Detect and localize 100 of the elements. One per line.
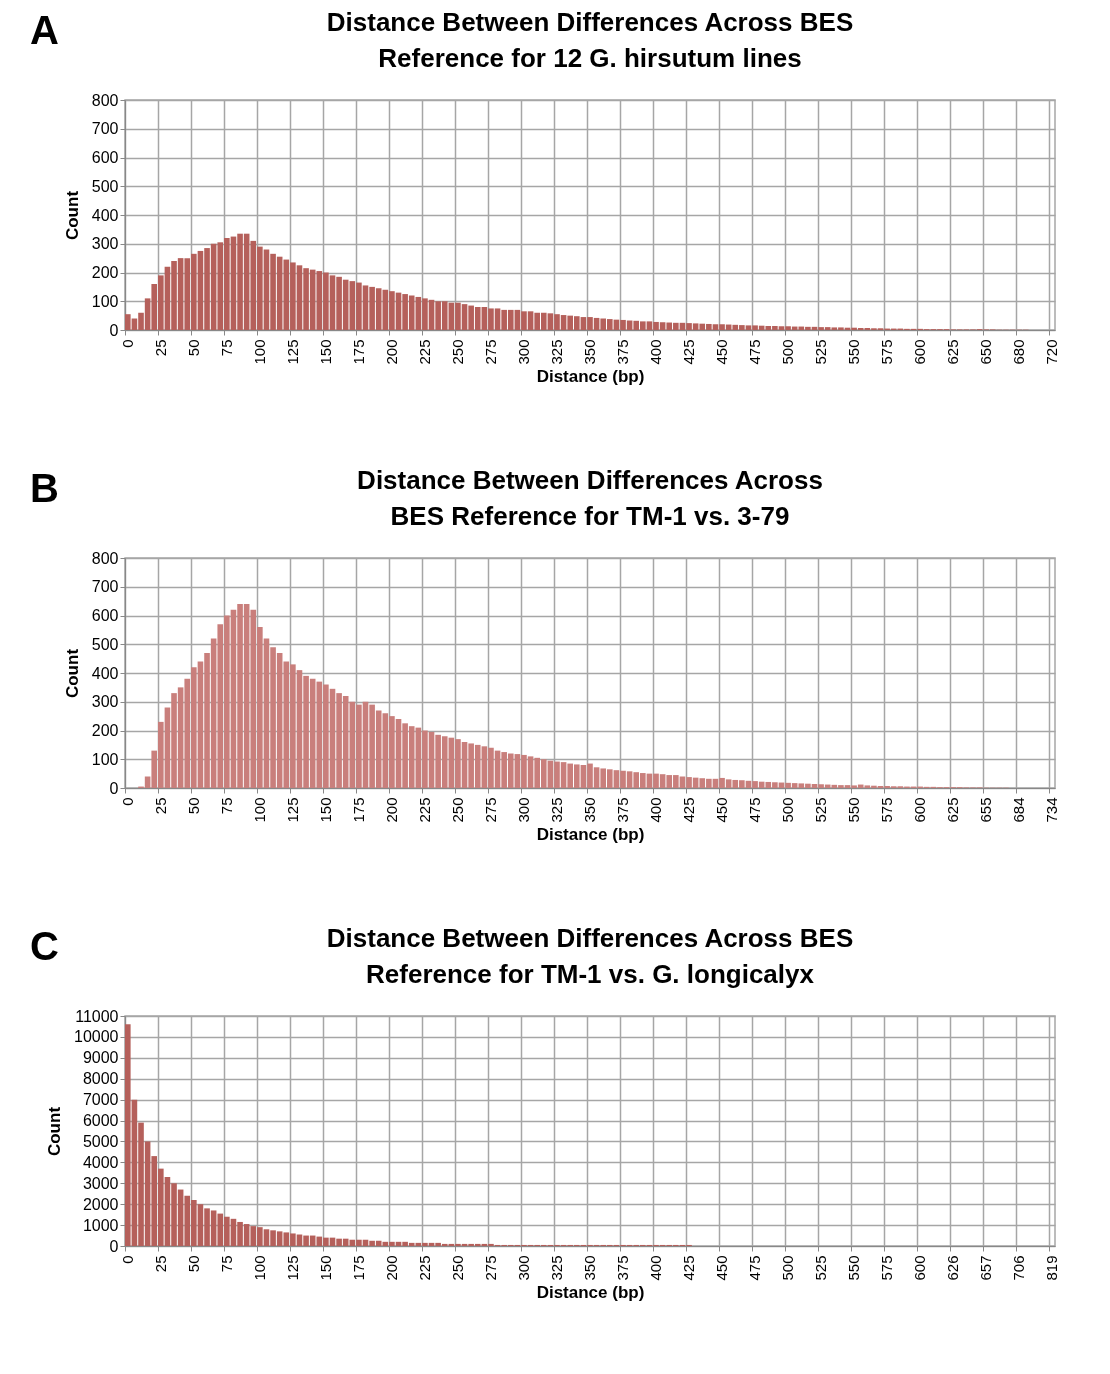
x-tick-label: 400 xyxy=(647,1255,665,1281)
x-tick-label: 375 xyxy=(614,797,632,823)
x-tick-label: 575 xyxy=(878,1255,896,1281)
x-tick-label: 375 xyxy=(614,1255,632,1281)
x-tick-label: 680 xyxy=(1010,339,1028,365)
x-tick-label: 175 xyxy=(349,797,367,823)
x-tick-label: 550 xyxy=(845,797,863,823)
x-tick-label: 375 xyxy=(614,339,632,365)
x-tick-label: 150 xyxy=(316,339,334,365)
x-tick-label: 250 xyxy=(448,797,466,823)
y-tick-label: 11000 xyxy=(75,1007,119,1025)
y-tick-label: 2000 xyxy=(82,1195,119,1213)
x-tick-label: 75 xyxy=(217,1255,235,1273)
x-tick-label: 25 xyxy=(151,797,169,815)
x-tick-label: 275 xyxy=(481,339,499,365)
x-tick-label: 200 xyxy=(382,1255,400,1281)
x-tick-label: 0 xyxy=(118,1255,136,1264)
x-tick-label: 100 xyxy=(250,797,268,823)
x-tick-label: 575 xyxy=(878,339,896,365)
x-tick-label: 50 xyxy=(184,339,202,357)
x-tick-label: 734 xyxy=(1043,797,1061,823)
x-tick-label: 525 xyxy=(812,339,830,365)
x-tick-label: 450 xyxy=(713,797,731,823)
x-tick-label: 400 xyxy=(647,339,665,365)
x-tick-label: 450 xyxy=(713,339,731,365)
x-tick-label: 657 xyxy=(977,1255,995,1281)
y-tick-label: 3000 xyxy=(82,1174,119,1192)
x-tick-label: 550 xyxy=(845,1255,863,1281)
text: B xyxy=(30,466,59,510)
x-tick-label: 25 xyxy=(151,339,169,357)
x-tick-label: 350 xyxy=(581,339,598,365)
x-tick-label: 250 xyxy=(448,339,466,365)
y-tick-label: 500 xyxy=(91,177,119,195)
chart-title: Distance Between Differences Across BES Reference for 12 G. hirsutum lines xyxy=(326,7,854,73)
x-tick-label: 25 xyxy=(151,1255,169,1273)
x-tick-label: 475 xyxy=(746,339,764,365)
y-tick-label: 700 xyxy=(91,120,119,138)
y-tick-label: 9000 xyxy=(82,1049,119,1067)
x-tick-label: 325 xyxy=(547,797,565,823)
y-tick-label: 100 xyxy=(91,292,119,310)
x-tick-label: 575 xyxy=(878,797,896,823)
y-tick-label: 800 xyxy=(91,549,119,567)
chart-title: Distance Between Differences Across BES Reference for TM-1 vs. G. longicalyx xyxy=(326,923,854,989)
x-tick-label: 600 xyxy=(911,797,929,823)
x-tick-label: 475 xyxy=(746,797,764,823)
x-tick-label: 425 xyxy=(680,339,698,365)
x-tick-label: 500 xyxy=(779,1255,797,1281)
x-tick-label: 450 xyxy=(713,1255,731,1281)
y-tick-label: 400 xyxy=(91,664,119,682)
x-tick-label: 819 xyxy=(1043,1255,1061,1281)
x-tick-label: 500 xyxy=(779,797,797,823)
x-tick-label: 50 xyxy=(184,797,202,815)
y-tick-label: 6000 xyxy=(82,1112,119,1130)
y-tick-label: 5000 xyxy=(82,1132,119,1150)
y-tick-label: 600 xyxy=(91,607,119,624)
y-tick-label: 300 xyxy=(91,693,119,711)
x-tick-label: 625 xyxy=(944,797,962,823)
y-axis-title: Count xyxy=(62,648,82,699)
x-tick-label: 50 xyxy=(184,1255,202,1273)
x-tick-label: 300 xyxy=(514,1255,532,1281)
x-tick-label: 525 xyxy=(812,797,830,823)
x-tick-label: 350 xyxy=(581,797,598,823)
x-tick-label: 225 xyxy=(415,339,433,365)
x-tick-label: 325 xyxy=(547,339,565,365)
y-axis-title: Count xyxy=(45,1106,65,1157)
x-tick-label: 325 xyxy=(547,1255,565,1281)
x-tick-label: 100 xyxy=(250,339,268,365)
x-tick-label: 200 xyxy=(382,797,400,823)
x-tick-label: 550 xyxy=(845,339,863,365)
x-tick-label: 706 xyxy=(1010,1255,1028,1281)
x-tick-label: 425 xyxy=(680,797,698,823)
x-tick-label: 175 xyxy=(349,339,367,365)
x-tick-label: 425 xyxy=(680,1255,698,1281)
x-tick-label: 650 xyxy=(977,339,995,365)
x-tick-label: 0 xyxy=(118,339,136,348)
x-tick-label: 75 xyxy=(217,339,235,357)
x-tick-label: 75 xyxy=(217,797,235,815)
y-tick-label: 600 xyxy=(91,149,119,166)
x-tick-label: 655 xyxy=(977,797,995,823)
x-axis-title: Distance (bp) xyxy=(536,366,645,386)
y-axis-title: Count xyxy=(62,190,82,241)
y-tick-label: 200 xyxy=(91,264,119,281)
text: C xyxy=(30,924,59,968)
x-tick-label: 600 xyxy=(911,1255,929,1281)
y-tick-label: 100 xyxy=(91,750,119,768)
x-tick-label: 720 xyxy=(1043,339,1061,365)
x-axis-title: Distance (bp) xyxy=(536,824,645,844)
x-tick-label: 125 xyxy=(283,797,301,823)
x-tick-label: 600 xyxy=(911,339,929,365)
x-tick-label: 0 xyxy=(118,797,136,806)
x-tick-label: 684 xyxy=(1010,797,1028,823)
x-tick-label: 150 xyxy=(316,797,334,823)
y-tick-label: 1000 xyxy=(82,1216,119,1234)
y-tick-label: 700 xyxy=(91,578,119,596)
x-tick-label: 250 xyxy=(448,1255,466,1281)
y-tick-label: 0 xyxy=(109,321,119,339)
text: A xyxy=(30,8,59,52)
x-tick-label: 400 xyxy=(647,797,665,823)
x-tick-label: 150 xyxy=(316,1255,334,1281)
y-tick-label: 500 xyxy=(91,635,119,653)
